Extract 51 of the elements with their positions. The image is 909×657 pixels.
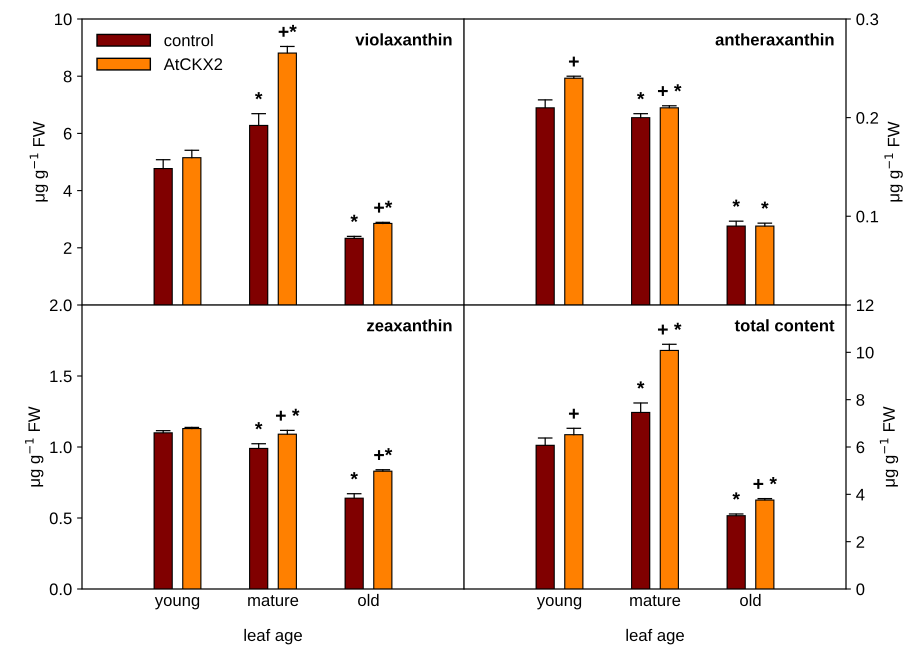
y-tick-label: 8	[64, 70, 72, 82]
data-label: *	[636, 92, 644, 100]
y-tick-label: 6	[64, 128, 72, 140]
y-tick-label: 1.5	[50, 370, 72, 382]
text: zeaxanthin	[367, 319, 452, 332]
data-label: + *	[276, 408, 300, 421]
data-label: +*	[374, 200, 392, 213]
y2-tick-label: 12	[856, 299, 874, 312]
x-axis-title: leaf age	[244, 628, 302, 644]
legend-label: control	[164, 34, 213, 46]
y-tick-label: 0.5	[50, 512, 72, 524]
legend-label: AtCKX2	[164, 58, 222, 70]
data-label: *	[254, 92, 262, 100]
y2-tick-label: 0	[856, 583, 864, 596]
data-label: +	[568, 408, 579, 419]
x-tick-label: young	[154, 596, 200, 610]
data-label: *	[761, 202, 769, 209]
data-label: + *	[658, 84, 682, 96]
x-tick-label: mature	[248, 595, 298, 606]
x-tick-label: old	[740, 594, 761, 606]
y2-axis-title: μg g$^{−1}$ FW	[880, 406, 898, 486]
text: antheraxanthin	[716, 33, 834, 46]
data-label: *	[350, 214, 358, 222]
data-label: *	[636, 381, 644, 389]
data-label: *	[732, 492, 740, 500]
y-axis-title: μg g$^{−1}$ FW	[30, 122, 48, 202]
y-axis-title: μg g$^{−1}$ FW	[884, 122, 903, 202]
y-tick-label: 0.2	[856, 112, 878, 124]
data-label: + *	[658, 322, 682, 335]
y-axis-title: μg g$^{−1}$ FW	[25, 406, 44, 486]
x-tick-label: young	[536, 596, 582, 610]
data-label: *	[254, 422, 262, 430]
data-label: + *	[753, 477, 777, 489]
data-label: *	[732, 200, 740, 207]
x-tick-label: mature	[630, 595, 680, 606]
y-tick-label: 2.0	[50, 299, 72, 312]
data-label: +*	[278, 24, 297, 37]
text: total content	[734, 319, 834, 332]
y-tick-label: 4	[63, 185, 72, 197]
data-label: +*	[374, 448, 392, 460]
text: violaxanthin	[355, 33, 452, 46]
data-label: +	[568, 56, 579, 66]
y-tick-label: 0.0	[50, 583, 72, 596]
y-tick-label: 0.1	[856, 210, 878, 222]
y-tick-label: 1.0	[50, 441, 72, 454]
y-tick-label: 2	[64, 242, 72, 254]
y-tick-label: 10	[55, 13, 72, 26]
x-tick-label: old	[358, 594, 379, 606]
y-tick-label: 0.3	[856, 13, 878, 26]
x-axis-title: leaf age	[626, 628, 684, 644]
data-label: *	[350, 472, 358, 480]
